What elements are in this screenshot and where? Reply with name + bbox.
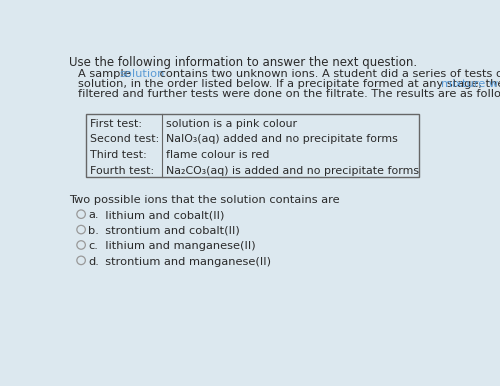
Text: filtered and further tests were done on the filtrate. The results are as follows: filtered and further tests were done on … [78, 90, 500, 100]
Circle shape [77, 210, 86, 218]
Circle shape [77, 256, 86, 265]
Text: b.: b. [88, 226, 100, 236]
Text: flame colour is red: flame colour is red [166, 150, 270, 160]
Text: Na₂CO₃(aq) is added and no precipitate forms: Na₂CO₃(aq) is added and no precipitate f… [166, 166, 420, 176]
Text: a.: a. [88, 210, 99, 220]
Text: solution is a pink colour: solution is a pink colour [166, 119, 298, 129]
Text: solution: solution [120, 69, 164, 80]
Circle shape [77, 241, 86, 249]
Text: solution, in the order listed below. If a precipitate formed at any stage, the: solution, in the order listed below. If … [78, 80, 500, 90]
Text: d.: d. [88, 257, 100, 266]
Text: Third test:: Third test: [90, 150, 146, 160]
Bar [86, 114, 419, 177]
Text: lithium and manganese(II): lithium and manganese(II) [98, 241, 256, 251]
Text: strontium and manganese(II): strontium and manganese(II) [98, 257, 270, 266]
Text: c.: c. [88, 241, 99, 251]
Text: Two possible ions that the solution contains are: Two possible ions that the solution cont… [68, 195, 340, 205]
Text: A sample: A sample [78, 69, 134, 80]
Circle shape [77, 225, 86, 234]
Text: Second test:: Second test: [90, 134, 159, 144]
Text: Use the following information to answer the next question.: Use the following information to answer … [68, 56, 417, 69]
Text: strontium and cobalt(II): strontium and cobalt(II) [98, 226, 240, 236]
Text: contains two unknown ions. A student did a series of tests on the: contains two unknown ions. A student did… [156, 69, 500, 80]
Text: First test:: First test: [90, 119, 142, 129]
Text: Fourth test:: Fourth test: [90, 166, 154, 176]
Text: mixture w: mixture w [440, 80, 498, 90]
Text: NaIO₃(aq) added and no precipitate forms: NaIO₃(aq) added and no precipitate forms [166, 134, 398, 144]
Text: lithium and cobalt(II): lithium and cobalt(II) [98, 210, 224, 220]
